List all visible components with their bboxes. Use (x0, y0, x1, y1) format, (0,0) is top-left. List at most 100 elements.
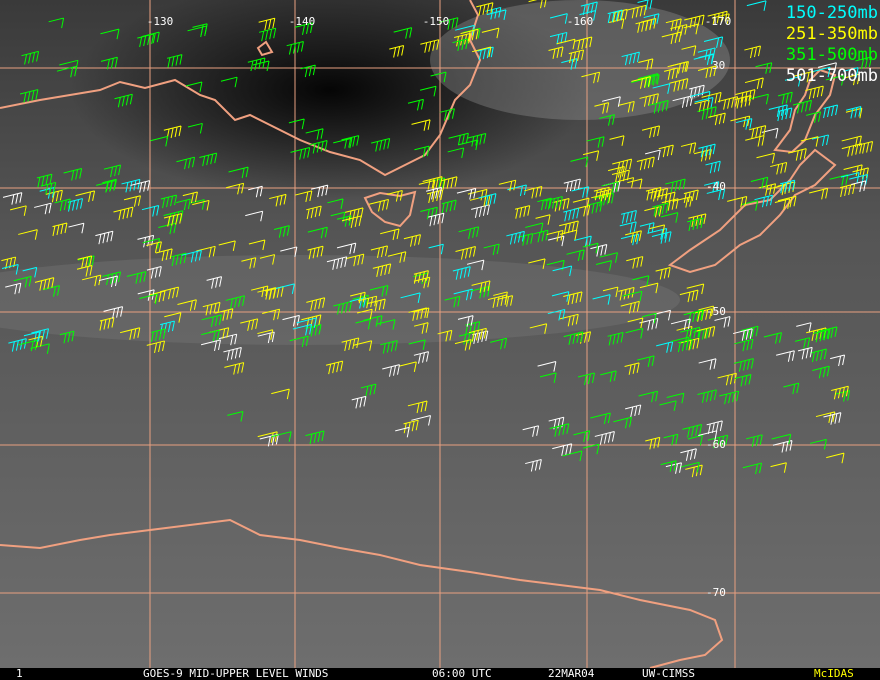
wind-barb (549, 31, 568, 45)
wind-barb (788, 148, 807, 161)
wind-barb (779, 179, 796, 194)
wind-barb (258, 27, 277, 42)
wind-barb (592, 294, 611, 305)
wind-barb (841, 143, 863, 157)
wind-barb (341, 215, 362, 229)
wind-barb (376, 319, 396, 330)
wind-barb (371, 137, 391, 152)
wind-barb (707, 434, 729, 449)
lon-labels: -130 -140 -150 -160 -170 (147, 15, 732, 28)
wind-barb (652, 202, 669, 217)
wind-barb (746, 434, 763, 447)
wind-barb (570, 156, 589, 168)
wind-barb (271, 388, 290, 400)
wind-barb (756, 152, 775, 164)
wind-barb (181, 249, 202, 263)
wind-barb (613, 416, 632, 429)
wind-barb (683, 23, 699, 35)
wind-barb (275, 283, 295, 294)
wind-barb (185, 81, 203, 93)
wind-barb (626, 4, 647, 19)
wind-barb (350, 291, 366, 304)
wind-barb (602, 286, 619, 298)
wind-barb (573, 430, 591, 442)
wind-barb (637, 73, 659, 86)
wind-barb (581, 71, 601, 84)
wind-barb (40, 181, 57, 195)
wind-barb (748, 125, 767, 139)
wind-barb (809, 187, 829, 200)
wind-barb (544, 196, 563, 210)
wind-barb (98, 275, 118, 288)
wind-barb (146, 241, 162, 253)
wind-barb (113, 206, 134, 221)
wind-barb (683, 189, 699, 204)
wind-barb (679, 289, 699, 303)
wind-barb (797, 346, 813, 360)
wind-barb (19, 89, 39, 103)
wind-barb (196, 245, 216, 258)
wind-barb (639, 317, 659, 331)
wind-barb (422, 176, 443, 190)
wind-barb (123, 195, 141, 207)
wind-barb (170, 252, 187, 267)
wind-barb (706, 420, 723, 435)
wind-barb (663, 67, 679, 80)
wind-barb (164, 312, 182, 323)
wind-barb (444, 295, 461, 308)
wind-barb (645, 149, 661, 161)
legend-entry: 251-350mb (786, 24, 878, 44)
wind-barb (192, 23, 208, 35)
wind-barb (99, 317, 115, 331)
wind-barb (849, 174, 869, 186)
wind-barb (549, 423, 570, 437)
wind-barb (783, 382, 800, 395)
wind-barb (594, 102, 610, 114)
wind-barb (777, 91, 793, 105)
wind-barb (455, 246, 476, 260)
wind-barb (290, 147, 311, 160)
wind-barb (363, 315, 383, 327)
wind-barb (63, 168, 83, 181)
wind-barb (380, 340, 398, 354)
wind-barb (273, 225, 290, 238)
wind-barb (295, 190, 313, 203)
wind-barb (353, 340, 373, 351)
wind-barb (626, 256, 644, 269)
wind-barb (176, 156, 195, 170)
wind-barb (497, 295, 514, 307)
wind-barb (100, 28, 120, 40)
wind-barb (411, 415, 432, 426)
lat-label: -70 (706, 586, 726, 599)
wind-barb (587, 201, 603, 214)
wind-barb (439, 17, 459, 30)
wind-barb (218, 333, 238, 346)
wind-barb (465, 321, 481, 335)
wind-barb (42, 285, 60, 297)
wind-barb (380, 228, 400, 241)
wind-barb (590, 244, 608, 257)
wind-barb (594, 431, 615, 445)
wind-barb (366, 298, 386, 312)
wind-barb (572, 197, 590, 209)
status-bar (0, 668, 880, 680)
wind-barb (813, 328, 831, 343)
wind-barb (733, 358, 754, 372)
wind-barb (426, 189, 444, 204)
wind-barb (811, 134, 830, 147)
wind-barb (698, 143, 716, 158)
wind-barb (734, 338, 754, 352)
footer-software: McIDAS (814, 667, 854, 680)
wind-barb (812, 365, 830, 379)
wind-barb (460, 28, 479, 42)
wind-barb (776, 350, 795, 362)
wind-barb (200, 339, 221, 352)
coastlines (0, 0, 837, 669)
wind-barbs (1, 0, 874, 478)
wind-barb (697, 47, 716, 61)
wind-barb (68, 222, 85, 234)
wind-barb (470, 285, 491, 299)
wind-barb (618, 100, 635, 113)
wind-barb (437, 329, 453, 342)
